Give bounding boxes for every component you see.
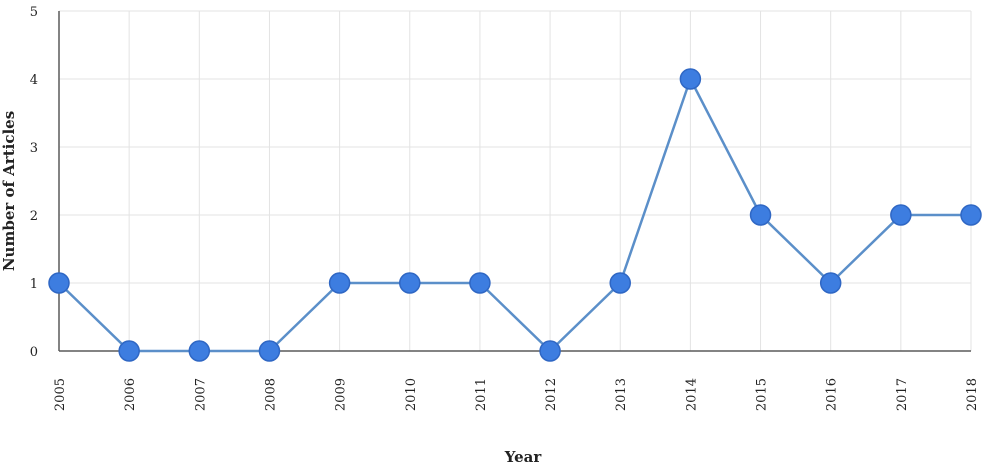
y-tick-label: 0: [30, 345, 38, 360]
x-tick-label: 2017: [895, 378, 910, 411]
data-point: [749, 204, 772, 226]
x-tick-label: 2010: [404, 378, 419, 411]
x-tick-label: 2012: [544, 378, 559, 411]
y-tick-label: 5: [30, 5, 38, 20]
x-tick-label: 2007: [193, 378, 208, 411]
x-axis-title: Year: [504, 448, 543, 466]
data-point: [609, 272, 631, 294]
x-tick-label: 2008: [263, 378, 278, 411]
data-point: [328, 272, 351, 294]
x-tick-label: 2014: [684, 378, 699, 411]
data-point: [539, 340, 561, 362]
y-tick-labels: 0 1 2 3 4 5: [30, 5, 38, 360]
data-point: [48, 272, 70, 294]
x-tick-label: 2015: [755, 378, 770, 411]
y-tick-label: 4: [30, 73, 38, 88]
data-point: [118, 340, 140, 362]
y-tick-label: 3: [30, 141, 38, 156]
data-point: [819, 272, 842, 294]
series-markers: [48, 68, 982, 362]
x-tick-labels: 2005 2006 2007 2008 2009 2010 2011 2012 2013 2014…: [53, 378, 980, 411]
series-line-path: [58, 77, 971, 353]
data-point: [469, 272, 491, 294]
x-tick-label: 2009: [334, 378, 349, 411]
x-tick-label: 2005: [53, 378, 68, 411]
y-tick-label: 2: [30, 209, 38, 224]
data-point: [258, 340, 281, 362]
data-point: [399, 272, 421, 294]
y-axis-title: Number of Articles: [0, 111, 18, 271]
data-point: [679, 68, 702, 90]
x-tick-label: 2016: [825, 378, 840, 411]
series-line: [58, 77, 971, 353]
grid: [58, 10, 972, 352]
data-point: [890, 204, 912, 226]
x-tick-label: 2013: [614, 378, 629, 411]
x-tick-label: 2006: [123, 378, 138, 411]
data-point: [188, 340, 211, 362]
y-tick-label: 1: [30, 277, 38, 292]
x-tick-label: 2011: [474, 378, 489, 411]
axes: [58, 11, 971, 352]
x-tick-label: 2018: [965, 378, 980, 411]
data-point: [960, 204, 982, 226]
